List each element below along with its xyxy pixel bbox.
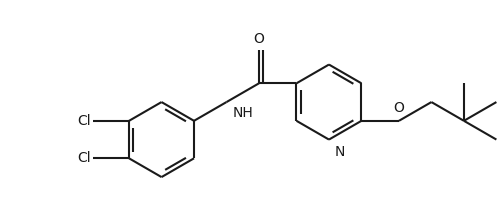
Text: N: N [335,146,345,159]
Text: Cl: Cl [77,151,90,165]
Text: O: O [254,32,264,46]
Text: O: O [394,101,404,115]
Text: NH: NH [232,106,253,120]
Text: Cl: Cl [77,114,90,128]
